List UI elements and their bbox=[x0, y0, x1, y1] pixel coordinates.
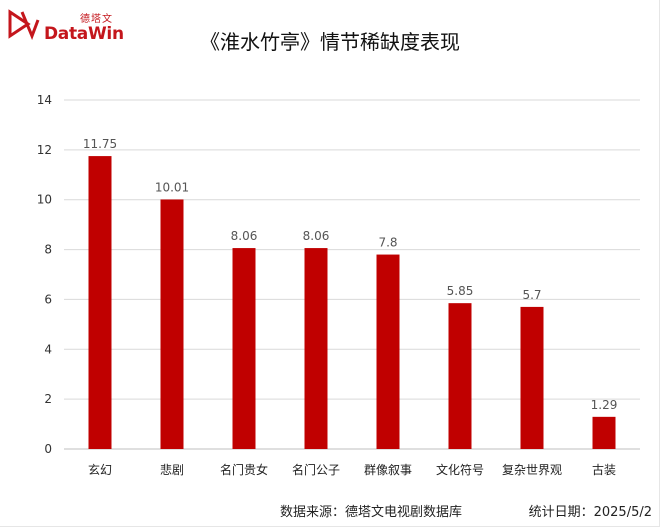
category-label: 玄幻 bbox=[88, 462, 112, 477]
y-tick-label: 2 bbox=[44, 392, 52, 406]
logo-english-text: DataWin bbox=[44, 24, 124, 44]
y-tick-label: 14 bbox=[37, 93, 52, 107]
data-label: 5.7 bbox=[522, 288, 541, 302]
datawin-logo-mark bbox=[8, 9, 40, 40]
data-label: 7.8 bbox=[378, 236, 397, 250]
bar bbox=[592, 416, 616, 449]
data-label: 5.85 bbox=[447, 284, 474, 298]
category-label: 名门贵女 bbox=[220, 462, 268, 477]
data-source-note: 数据来源：德塔文电视剧数据库 bbox=[280, 505, 463, 520]
chart-title: 《淮水竹亭》情节稀缺度表现 bbox=[200, 30, 460, 54]
x-axis-labels: 玄幻 悲剧 名门贵女 名门公子 群像叙事 文化符号 复杂世界观 古装 bbox=[88, 462, 616, 477]
category-label: 复杂世界观 bbox=[502, 463, 562, 477]
data-label: 8.06 bbox=[231, 229, 258, 243]
y-tick-label: 6 bbox=[44, 292, 52, 306]
category-label: 古装 bbox=[592, 462, 616, 477]
data-label: 1.29 bbox=[591, 398, 618, 412]
bar bbox=[376, 254, 400, 449]
bar bbox=[304, 248, 328, 449]
bar bbox=[232, 248, 256, 449]
data-label: 10.01 bbox=[155, 180, 189, 194]
y-axis-ticks: 0 2 4 6 8 10 12 14 bbox=[37, 93, 52, 456]
data-labels: 11.75 10.01 8.06 8.06 7.8 5.85 5.7 1.29 bbox=[83, 137, 618, 412]
bar bbox=[448, 303, 472, 449]
category-label: 名门公子 bbox=[292, 462, 340, 477]
y-tick-label: 12 bbox=[37, 143, 52, 157]
datawin-logo: 德塔文 DataWin bbox=[8, 8, 124, 44]
y-tick-label: 4 bbox=[44, 342, 52, 356]
logo-chinese-text: 德塔文 bbox=[80, 14, 113, 25]
category-label: 悲剧 bbox=[160, 462, 184, 477]
data-label: 8.06 bbox=[303, 229, 330, 243]
bars bbox=[88, 156, 616, 449]
y-tick-label: 0 bbox=[44, 442, 52, 456]
data-label: 11.75 bbox=[83, 137, 117, 151]
bar bbox=[88, 156, 112, 449]
stat-date-note: 统计日期：2025/5/2 bbox=[528, 505, 652, 520]
gridlines bbox=[64, 99, 640, 450]
y-tick-label: 10 bbox=[37, 193, 52, 207]
bar bbox=[520, 306, 544, 449]
category-label: 群像叙事 bbox=[364, 463, 412, 477]
category-label: 文化符号 bbox=[436, 462, 484, 477]
bar bbox=[160, 199, 184, 449]
y-tick-label: 8 bbox=[44, 243, 52, 257]
